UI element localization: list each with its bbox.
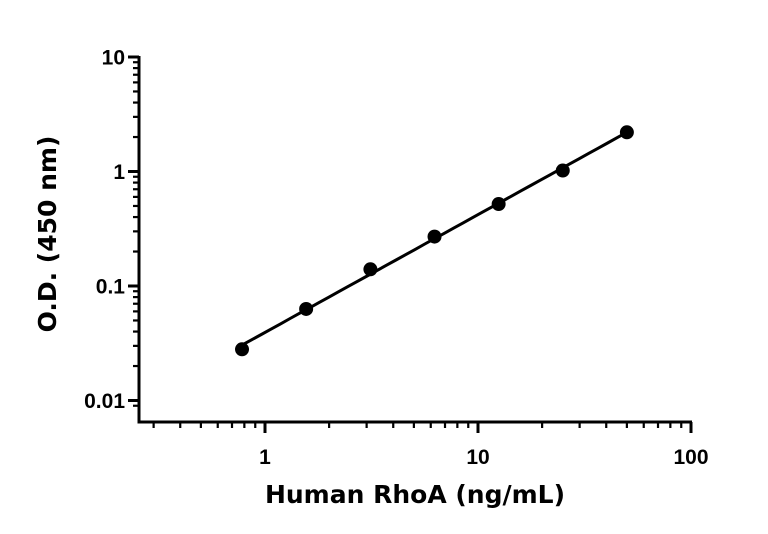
x-tick-label: 10 <box>466 446 489 469</box>
data-point <box>235 342 250 357</box>
x-tick-label: 100 <box>673 446 708 469</box>
y-tick-labels: 0.01 0.1 1 10 <box>84 47 125 414</box>
y-axis <box>128 55 141 424</box>
data-series <box>235 125 634 357</box>
y-tick-label: 0.01 <box>84 390 125 413</box>
data-point <box>363 262 378 277</box>
x-axis-title: Human RhoA (ng/mL) <box>265 480 565 509</box>
y-axis-title: O.D. (450 nm) <box>33 136 62 333</box>
x-tick-labels: 1 10 100 <box>259 446 708 469</box>
data-point <box>555 163 570 178</box>
y-tick-label: 10 <box>102 47 125 70</box>
data-point <box>299 301 314 316</box>
y-tick-label: 1 <box>113 161 125 184</box>
data-point <box>427 229 442 244</box>
data-point <box>619 125 634 140</box>
x-axis <box>137 420 693 433</box>
y-tick-label: 0.1 <box>96 276 126 299</box>
data-point <box>491 197 506 212</box>
x-tick-label: 1 <box>259 446 271 469</box>
